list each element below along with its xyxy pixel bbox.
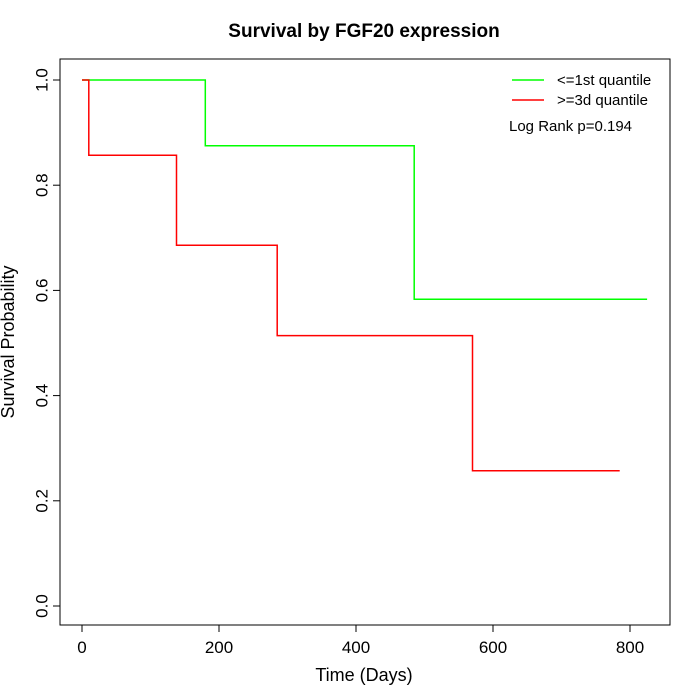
y-axis-label: Survival Probability (0, 265, 18, 418)
series-layer (82, 79, 648, 472)
y-tick-label: 1.0 (33, 68, 52, 92)
y-tick-label: 0.2 (33, 489, 52, 513)
x-tick-label: 0 (77, 638, 86, 657)
series-line-2 (82, 79, 620, 472)
chart-title: Survival by FGF20 expression (228, 21, 499, 42)
legend-label-1: <=1st quantile (557, 72, 651, 89)
x-axis: 0 200 400 600 800 (77, 624, 644, 657)
x-tick-label: 800 (616, 638, 644, 657)
y-tick-label: 0.4 (33, 384, 52, 408)
legend: <=1st quantile >=3d quantile (512, 72, 651, 109)
x-tick-label: 200 (205, 638, 233, 657)
log-rank-annotation: Log Rank p=0.194 (509, 118, 632, 135)
legend-label-2: >=3d quantile (557, 92, 648, 109)
series-line-1 (82, 79, 648, 301)
y-tick-label: 0.8 (33, 173, 52, 197)
y-axis: 0.0 0.2 0.4 0.6 0.8 1.0 (33, 68, 61, 618)
y-tick-label: 0.0 (33, 594, 52, 618)
y-tick-label: 0.6 (33, 279, 52, 303)
x-tick-label: 400 (342, 638, 370, 657)
x-tick-label: 600 (479, 638, 507, 657)
x-axis-label: Time (Days) (315, 665, 412, 685)
